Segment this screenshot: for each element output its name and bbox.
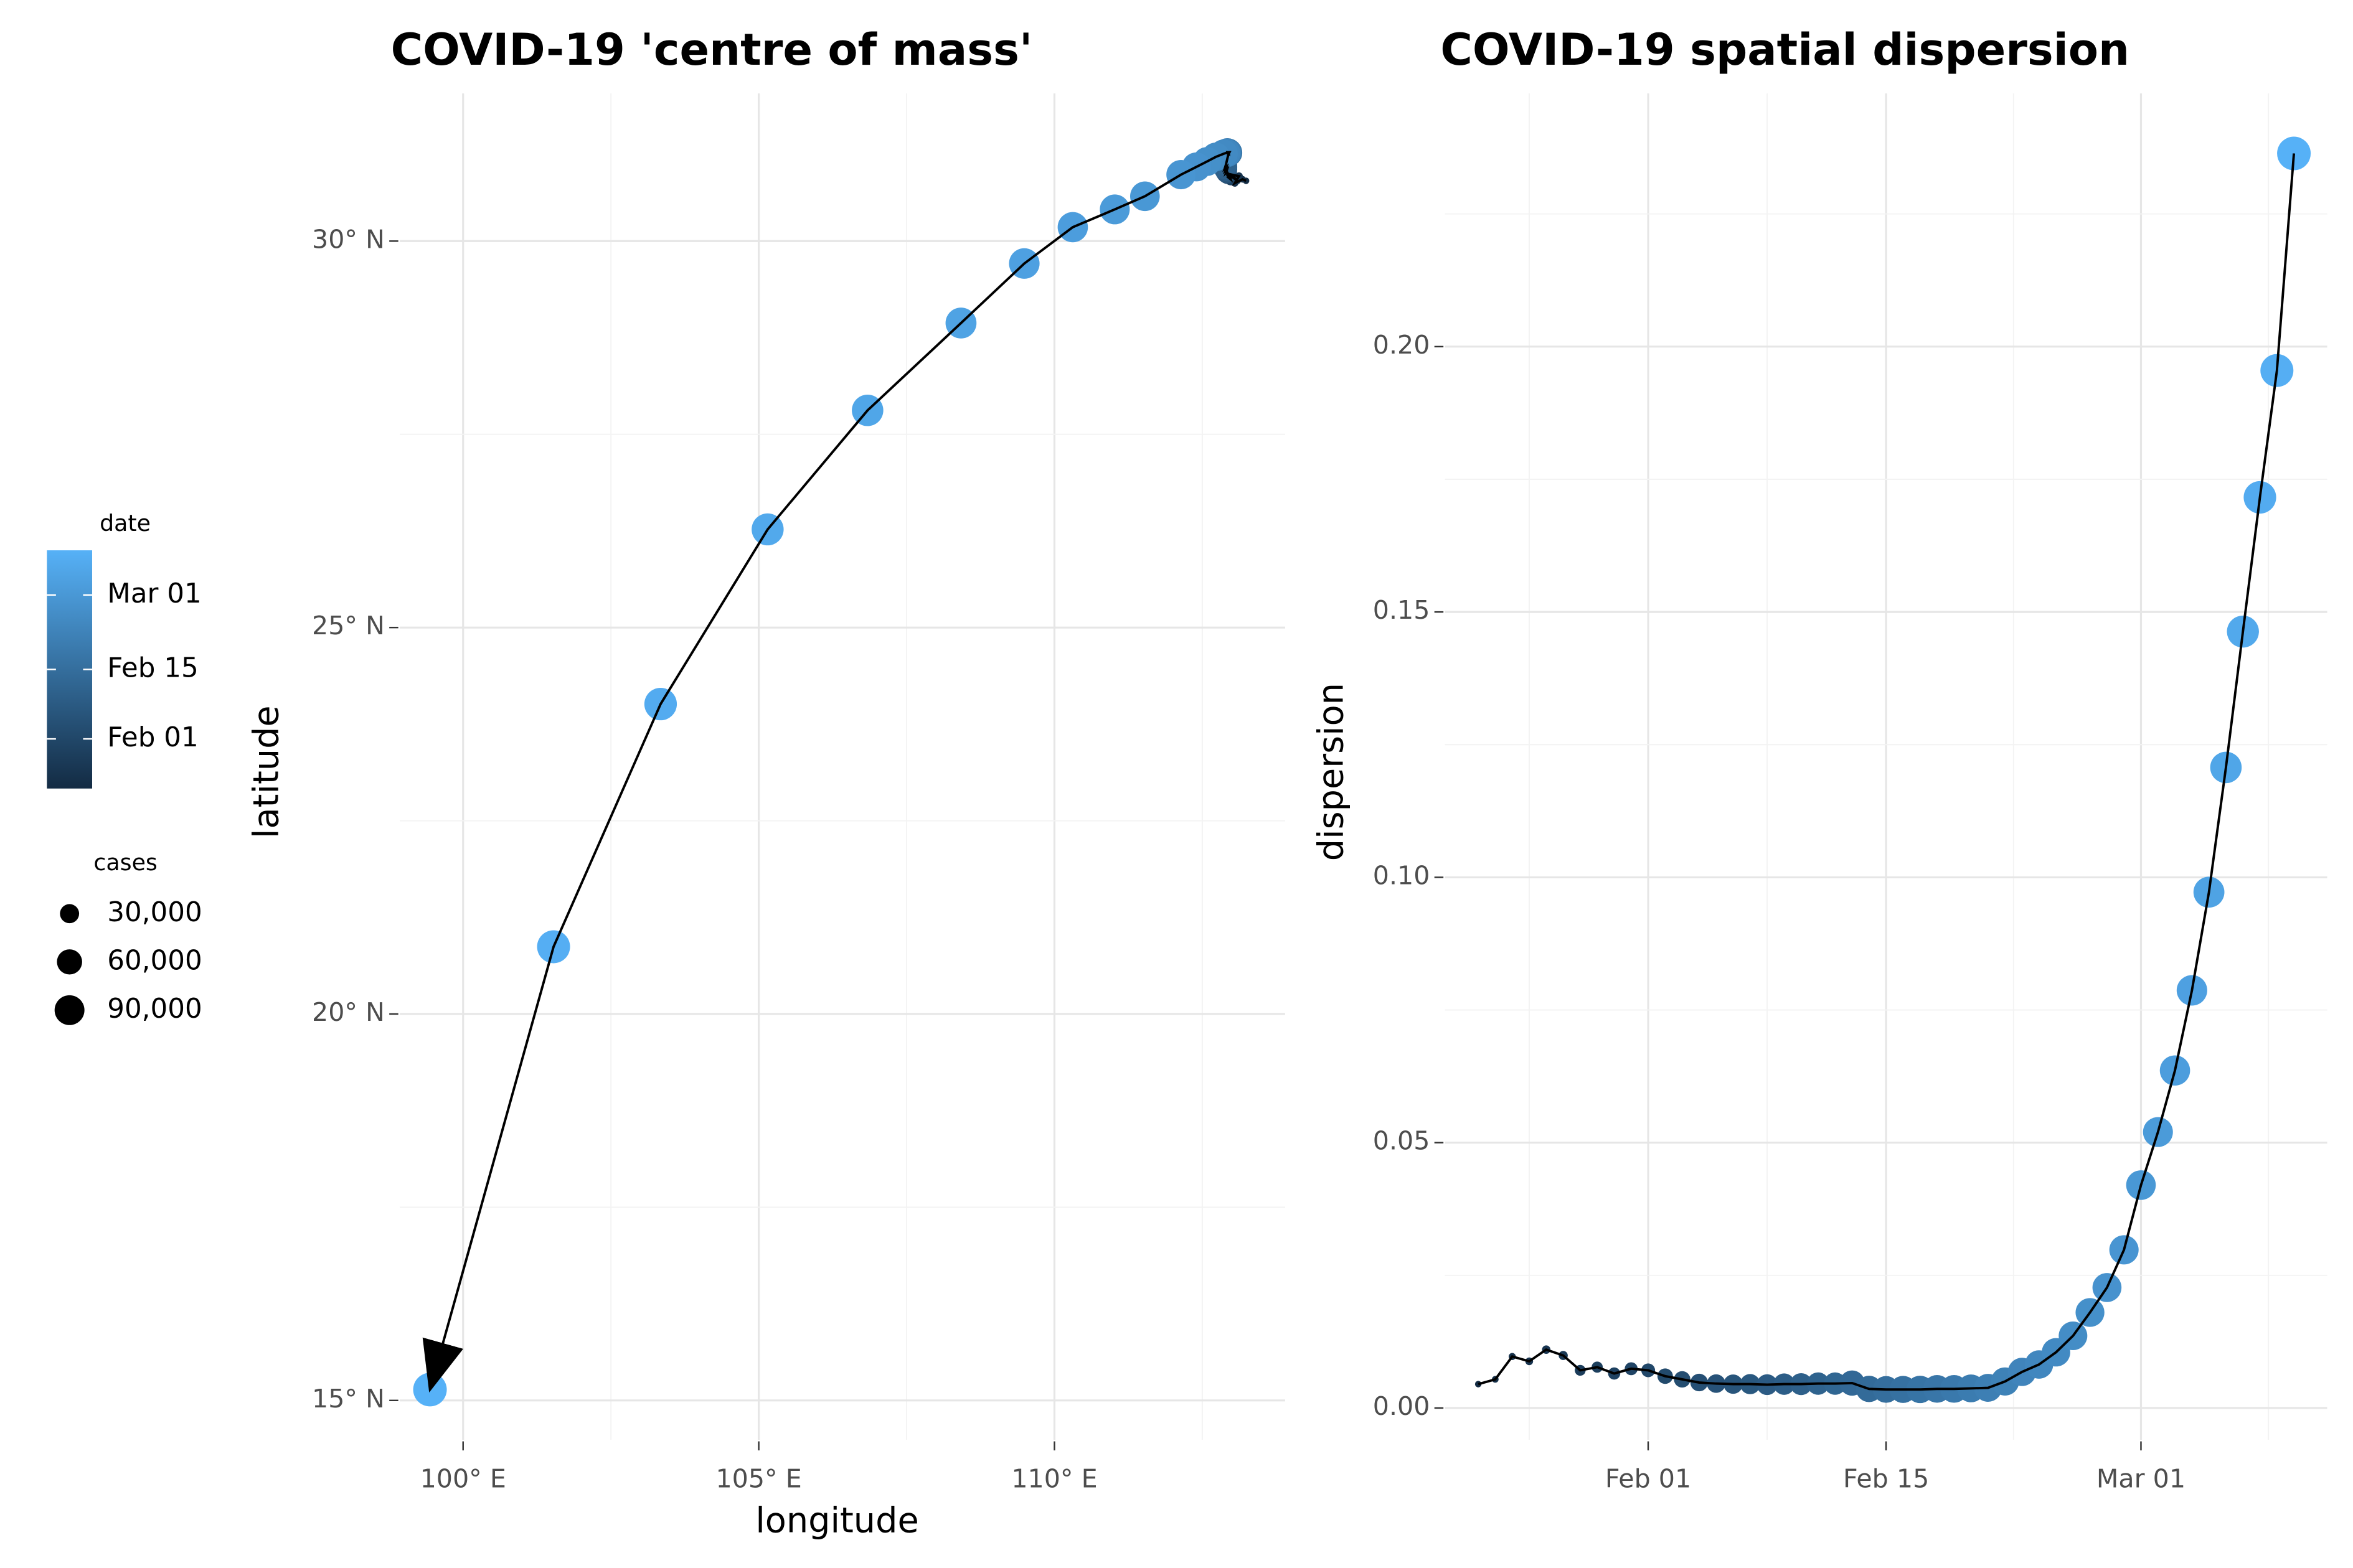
y-tick-label: 0.20 — [1373, 330, 1430, 360]
x-axis-title: longitude — [755, 1500, 918, 1541]
chart-title: COVID-19 spatial dispersion — [1440, 24, 2129, 75]
legend-label: 30,000 — [107, 897, 202, 928]
y-tick-label: 0.10 — [1373, 860, 1430, 890]
trajectory-line — [422, 151, 1247, 1393]
legend-label: Feb 01 — [107, 722, 198, 753]
y-tick-label: 0.05 — [1373, 1126, 1430, 1156]
legend-title: cases — [93, 849, 157, 876]
y-axis-title: latitude — [247, 705, 287, 838]
x-tick-label: 110° E — [1011, 1464, 1097, 1494]
chart-title: COVID-19 'centre of mass' — [391, 24, 1033, 75]
legend-label: Feb 15 — [107, 652, 198, 683]
y-tick-label: 0.00 — [1373, 1391, 1430, 1421]
x-tick-label: 105° E — [715, 1464, 801, 1494]
legend-label: Mar 01 — [107, 578, 202, 609]
x-tick-label: Feb 01 — [1605, 1464, 1691, 1494]
x-tick-label: 100° E — [420, 1464, 506, 1494]
dispersion-line — [1478, 153, 2296, 1391]
y-tick-label: 25° N — [312, 611, 385, 641]
legend-size-key — [54, 995, 85, 1025]
y-tick-label: 20° N — [312, 997, 385, 1027]
y-tick-label: 15° N — [312, 1384, 385, 1414]
legend-size-key — [57, 949, 82, 975]
legend-label: 90,000 — [107, 993, 202, 1025]
y-axis-title: dispersion — [1311, 683, 1352, 861]
y-tick-label: 0.15 — [1373, 595, 1430, 625]
x-tick-label: Feb 15 — [1843, 1464, 1929, 1494]
legend-label: 60,000 — [107, 945, 202, 976]
y-tick-label: 30° N — [312, 224, 385, 254]
x-tick-label: Mar 01 — [2096, 1464, 2186, 1494]
legend-title: date — [100, 510, 151, 537]
legend-size-key — [60, 904, 80, 924]
